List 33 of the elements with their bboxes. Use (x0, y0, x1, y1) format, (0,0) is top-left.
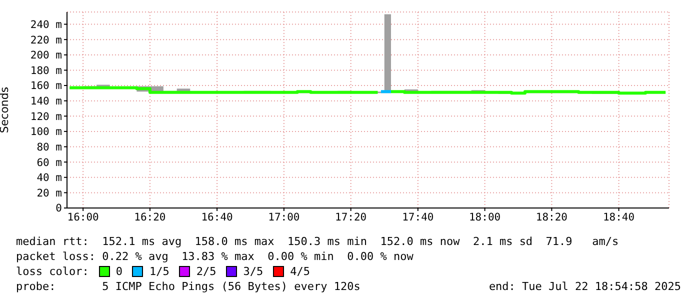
x-tick-label: 16:20 (134, 211, 166, 224)
y-axis-title: Seconds (0, 86, 11, 134)
legend-label: 4/5 (290, 264, 310, 279)
y-tick-label: 120 m (30, 110, 62, 123)
y-tick-label: 20 m (36, 187, 62, 200)
x-tick-label: 17:00 (268, 211, 300, 224)
x-tick-label: 18:00 (469, 211, 501, 224)
legend-label: 2/5 (196, 264, 216, 279)
y-tick-label: 240 m (30, 18, 62, 31)
y-tick-label: 60 m (36, 156, 62, 169)
text: end: Tue Jul 22 18:54:58 2025 (488, 279, 681, 294)
x-tick-label: 16:00 (67, 211, 99, 224)
y-tick-label: 0 (56, 202, 62, 215)
y-tick-label: 100 m (30, 126, 62, 138)
y-tick-label: 160 m (30, 80, 62, 92)
text: packet loss: 0.22 % avg 13.83 % max 0.00 % min 0.00 % now (16, 249, 414, 264)
x-tick-label: 18:40 (602, 211, 635, 224)
legend-label: 1/5 (149, 264, 170, 279)
y-tick-label: 140 m (30, 96, 62, 108)
x-tick-label: 17:40 (402, 211, 434, 224)
text: probe: 5 ICMP Echo Pings (56 Bytes) every 120s (16, 279, 360, 294)
x-tick-label: 17:20 (335, 211, 367, 224)
y-tick-label: 180 m (30, 64, 62, 77)
legend-label: 3/5 (243, 264, 264, 279)
x-tick-label: 16:40 (201, 211, 233, 224)
text: median rtt: 152.1 ms avg 158.0 ms max 150.3 ms min 152.0 ms now 2.1 ms sd 71.9 am/s (16, 234, 620, 249)
y-tick-label: 200 m (30, 50, 62, 62)
legend-title: loss color: (16, 264, 89, 279)
y-tick-label: 40 m (36, 172, 62, 184)
legend-label: 0 (116, 264, 122, 279)
x-tick-label: 18:20 (536, 211, 568, 224)
y-tick-label: 220 m (30, 34, 62, 46)
y-tick-label: 80 m (36, 141, 62, 154)
